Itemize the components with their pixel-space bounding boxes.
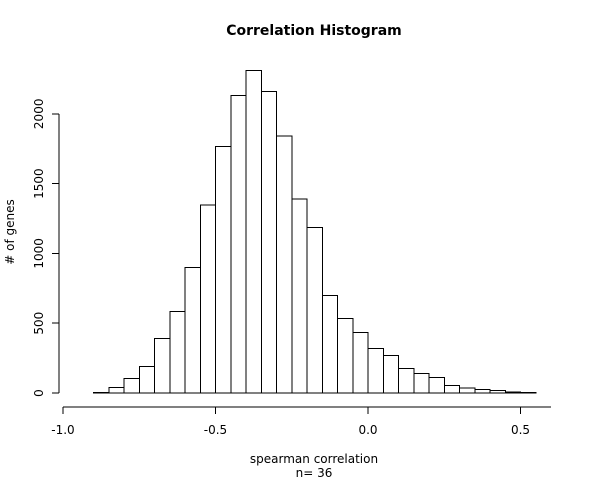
x-tick-label: -0.5: [204, 423, 227, 437]
histogram-bar-24: [443, 384, 461, 394]
x-tick-label: 0.5: [511, 423, 530, 437]
histogram-bar-6: [169, 310, 186, 394]
histogram-bar-3: [123, 377, 140, 394]
histogram-bar-13: [276, 135, 293, 394]
histogram-bar-10: [230, 95, 247, 394]
histogram-bar-22: [413, 373, 430, 394]
histogram-bar-12: [260, 91, 278, 394]
y-axis: 0 500 1000 1500 2000: [32, 99, 60, 397]
y-tick-label: 1000: [32, 238, 46, 269]
histogram-bar-20: [382, 354, 400, 394]
histogram-bar-11: [245, 70, 262, 394]
histogram-bar-29: [520, 391, 537, 394]
histogram-bar-8: [199, 204, 217, 394]
histogram-bar-7: [184, 266, 201, 394]
histogram-bar-27: [489, 390, 506, 394]
y-tick-label: 0: [32, 389, 46, 397]
histogram-bar-18: [352, 331, 369, 394]
histogram-bar-1: [93, 391, 110, 394]
histogram-bar-16: [321, 294, 339, 394]
bars-group: [93, 70, 537, 394]
histogram-bar-25: [459, 387, 476, 394]
histogram-bar-17: [337, 317, 354, 394]
y-tick-label: 1500: [32, 168, 46, 199]
x-tick-label: 0.0: [358, 423, 377, 437]
histogram-bar-4: [138, 366, 156, 394]
histogram-bar-2: [108, 386, 125, 394]
x-axis: -1.0 -0.5 0.0 0.5: [51, 406, 551, 437]
y-axis-label: # of genes: [3, 199, 17, 265]
chart-title: Correlation Histogram: [226, 23, 402, 39]
histogram-bar-19: [367, 347, 384, 394]
histogram-bar-26: [474, 389, 491, 394]
sample-size-label: n= 36: [296, 466, 333, 480]
histogram-bar-21: [398, 368, 415, 394]
histogram-bar-9: [215, 146, 232, 394]
histogram-bar-23: [428, 377, 445, 394]
histogram-bar-5: [154, 338, 171, 394]
y-tick-label: 2000: [32, 99, 46, 130]
x-tick-label: -1.0: [51, 423, 74, 437]
y-tick-label: 500: [32, 312, 46, 335]
x-axis-label: spearman correlation: [250, 452, 378, 466]
histogram-bar-28: [504, 391, 522, 394]
histogram-bar-14: [291, 198, 308, 394]
histogram-bar-15: [306, 227, 323, 394]
